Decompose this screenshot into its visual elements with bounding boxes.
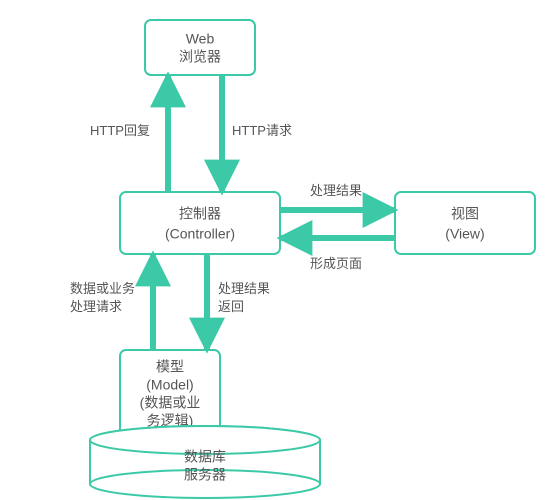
browser-label-1: Web <box>186 31 215 47</box>
browser-label-2: 浏览器 <box>179 49 221 65</box>
browser-node <box>145 20 255 75</box>
controller-label-2: (Controller) <box>165 226 235 242</box>
mvc-diagram: Web 浏览器 控制器 (Controller) 视图 (View) 模型 (M… <box>0 0 550 500</box>
edge-data-req-2: 处理请求 <box>70 299 122 314</box>
view-node <box>395 192 535 254</box>
model-label-2: (Model) <box>146 377 193 393</box>
edge-result-ret-1: 处理结果 <box>218 281 270 296</box>
controller-label-1: 控制器 <box>179 206 221 222</box>
controller-node <box>120 192 280 254</box>
edge-result-ret-2: 返回 <box>218 299 244 314</box>
edge-http-resp: HTTP回复 <box>90 123 150 138</box>
model-label-1: 模型 <box>156 359 184 375</box>
view-label-2: (View) <box>445 226 484 242</box>
edge-proc-result: 处理结果 <box>310 183 362 198</box>
db-label-1: 数据库 <box>184 449 226 465</box>
edge-form-page: 形成页面 <box>310 256 362 271</box>
edge-http-req: HTTP请求 <box>232 123 292 138</box>
db-label-2: 服务器 <box>184 467 226 483</box>
view-label-1: 视图 <box>451 206 479 222</box>
edge-data-req-1: 数据或业务 <box>70 281 135 296</box>
model-label-3: (数据或业 <box>140 395 201 411</box>
